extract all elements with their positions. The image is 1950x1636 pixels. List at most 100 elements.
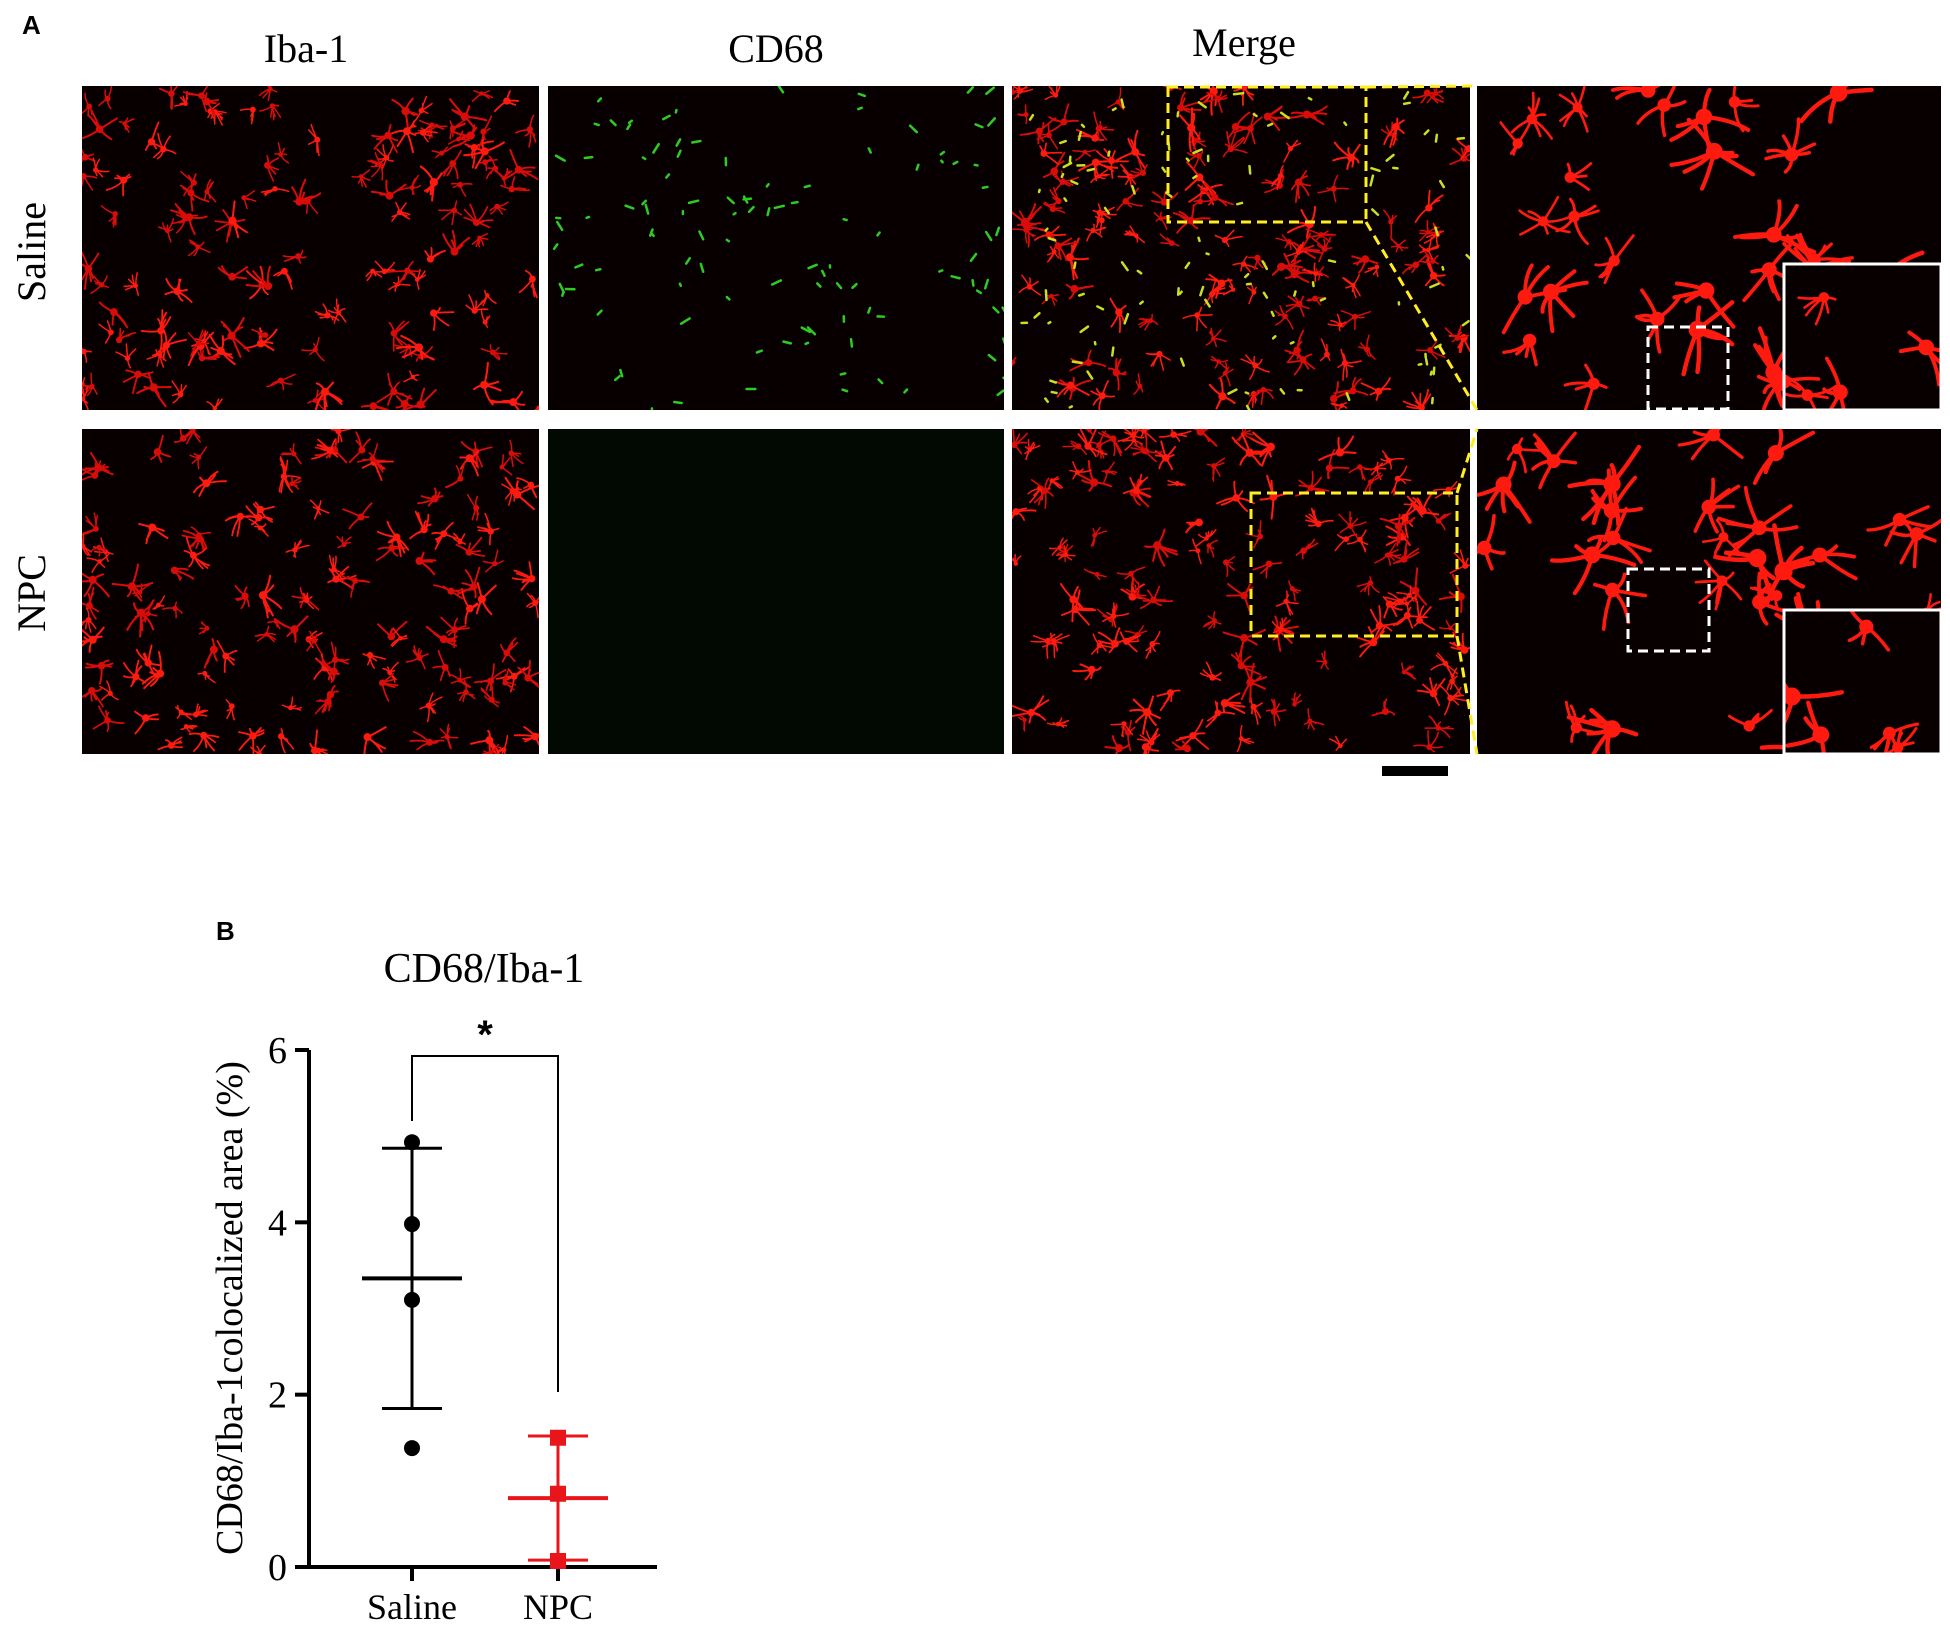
soma bbox=[172, 605, 178, 612]
process bbox=[460, 441, 493, 469]
soma bbox=[1406, 592, 1412, 598]
cd68-spot bbox=[1037, 188, 1041, 194]
process bbox=[1101, 461, 1118, 484]
soma bbox=[98, 282, 105, 288]
cd68-spot bbox=[1120, 261, 1129, 272]
soma bbox=[447, 587, 455, 595]
cd68-spot bbox=[987, 117, 997, 127]
soma bbox=[1130, 431, 1137, 439]
process bbox=[480, 309, 491, 328]
soma bbox=[1335, 448, 1345, 457]
process bbox=[363, 726, 387, 754]
soma bbox=[1374, 466, 1380, 471]
soma bbox=[357, 513, 365, 521]
soma bbox=[532, 600, 539, 607]
soma bbox=[1211, 463, 1217, 469]
soma bbox=[97, 661, 106, 670]
soma bbox=[149, 383, 158, 392]
process bbox=[1102, 602, 1130, 628]
cd68-spot bbox=[1434, 133, 1439, 143]
soma bbox=[1812, 547, 1828, 563]
process bbox=[419, 692, 443, 723]
soma bbox=[450, 247, 459, 256]
soma bbox=[528, 275, 536, 283]
process bbox=[1291, 232, 1323, 260]
soma bbox=[1698, 282, 1715, 299]
process bbox=[459, 449, 479, 477]
cd68-spot bbox=[839, 372, 847, 376]
soma bbox=[1049, 205, 1057, 213]
soma bbox=[1066, 381, 1075, 389]
process bbox=[1518, 195, 1571, 236]
soma bbox=[465, 548, 473, 556]
process bbox=[494, 734, 509, 754]
soma bbox=[228, 703, 235, 710]
cd68-spot bbox=[593, 122, 600, 127]
cd68-spot bbox=[983, 278, 990, 290]
micrograph bbox=[1784, 264, 1941, 410]
process bbox=[431, 521, 462, 550]
soma bbox=[1546, 454, 1561, 469]
process bbox=[1150, 190, 1179, 204]
soma bbox=[222, 652, 230, 660]
soma bbox=[290, 625, 299, 634]
soma bbox=[1135, 593, 1141, 598]
soma bbox=[1338, 743, 1343, 749]
soma bbox=[1094, 571, 1100, 577]
process bbox=[1351, 255, 1379, 274]
soma bbox=[420, 525, 428, 534]
soma bbox=[115, 336, 123, 344]
column-header: Iba-1 bbox=[264, 26, 348, 71]
soma bbox=[1240, 86, 1248, 91]
soma bbox=[465, 454, 474, 463]
cd68-spot bbox=[1071, 360, 1083, 365]
soma bbox=[1195, 548, 1201, 554]
soma bbox=[228, 216, 237, 225]
process bbox=[317, 657, 336, 683]
process bbox=[489, 201, 509, 215]
process bbox=[1438, 684, 1469, 716]
soma bbox=[1023, 112, 1029, 118]
process bbox=[518, 269, 538, 299]
soma bbox=[112, 211, 118, 217]
process bbox=[1248, 388, 1274, 406]
soma bbox=[1110, 613, 1117, 619]
process bbox=[1199, 182, 1234, 207]
process bbox=[206, 398, 223, 410]
soma bbox=[168, 90, 175, 97]
process bbox=[1764, 117, 1817, 174]
soma bbox=[1221, 236, 1228, 244]
process bbox=[1046, 245, 1060, 263]
process bbox=[1371, 698, 1396, 717]
soma bbox=[1400, 555, 1408, 563]
process bbox=[1048, 476, 1064, 489]
soma bbox=[1718, 531, 1729, 543]
soma bbox=[1743, 720, 1755, 732]
process bbox=[273, 270, 293, 290]
process bbox=[1291, 692, 1303, 706]
process bbox=[1694, 559, 1743, 611]
soma bbox=[415, 556, 424, 566]
cd68-spot bbox=[842, 217, 848, 222]
cd68-spot bbox=[1080, 123, 1086, 129]
process bbox=[1182, 306, 1213, 332]
soma bbox=[179, 434, 187, 442]
cd68-spot bbox=[1319, 297, 1327, 302]
background bbox=[548, 86, 1004, 410]
soma bbox=[492, 165, 499, 172]
process bbox=[395, 334, 435, 361]
cd68-spot bbox=[1160, 130, 1165, 136]
soma bbox=[1183, 744, 1192, 753]
soma bbox=[1051, 249, 1057, 255]
soma bbox=[1426, 743, 1433, 750]
cd68-spot bbox=[1262, 291, 1269, 299]
process bbox=[1446, 667, 1461, 695]
chart: 0 2 4 6 Saline NPC * bbox=[268, 1013, 657, 1627]
cd68-spot bbox=[641, 199, 648, 206]
soma bbox=[1196, 153, 1202, 159]
cd68-spot bbox=[1044, 397, 1050, 403]
process bbox=[1236, 725, 1255, 753]
process bbox=[1540, 269, 1589, 334]
soma bbox=[289, 481, 294, 487]
soma bbox=[1122, 198, 1129, 205]
